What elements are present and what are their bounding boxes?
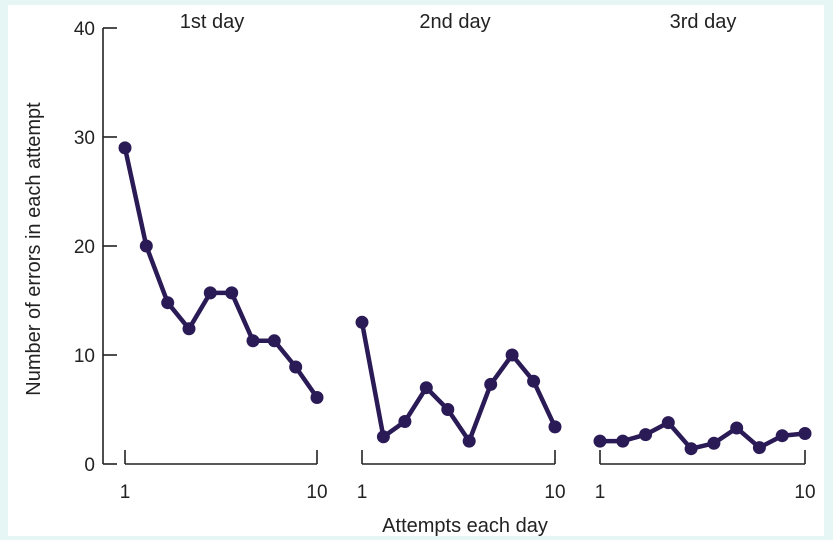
data-point: [419, 381, 433, 395]
data-point: [462, 434, 476, 448]
data-point: [527, 374, 541, 388]
chart-panels: 1st day 1 10 2nd day 1 10 3rd day 1 10: [118, 11, 816, 503]
data-point: [355, 315, 369, 329]
y-tick-label: 40: [74, 19, 95, 40]
data-point: [161, 296, 175, 310]
y-axis: 0 10 20 30 40: [74, 19, 117, 476]
x-tick-label: 10: [306, 482, 327, 503]
panel-2: 2nd day 1 10: [355, 11, 566, 503]
data-point: [593, 434, 607, 448]
data-point: [225, 286, 239, 300]
data-point: [246, 334, 260, 348]
data-point: [398, 415, 412, 428]
data-point: [616, 434, 630, 448]
data-point: [267, 334, 281, 348]
data-point: [684, 442, 698, 456]
series-line: [359, 320, 558, 444]
data-point: [661, 416, 675, 430]
data-point: [139, 239, 153, 253]
y-tick-label: 10: [74, 346, 95, 367]
x-tick-label: 10: [794, 482, 815, 503]
data-point: [441, 403, 455, 416]
data-point: [775, 429, 789, 443]
data-point: [203, 286, 217, 300]
x-tick-label: 10: [544, 482, 565, 503]
x-tick-label: 1: [595, 482, 606, 503]
data-point: [798, 427, 812, 440]
data-point: [639, 428, 653, 442]
data-point: [505, 348, 519, 362]
data-point: [752, 441, 766, 455]
x-axis-label: Attempts each day: [382, 515, 548, 537]
data-point: [730, 421, 744, 435]
x-tick-label: 1: [357, 482, 368, 503]
y-tick-label: 0: [84, 455, 95, 476]
data-point: [182, 322, 196, 336]
y-axis-label: Number of errors in each attempt: [23, 102, 45, 396]
series-line: [597, 420, 808, 451]
data-point: [484, 377, 498, 391]
panel-title: 2nd day: [419, 11, 490, 33]
y-tick-label: 30: [74, 128, 95, 149]
panel-title: 3rd day: [670, 11, 737, 33]
data-point: [289, 360, 303, 374]
series-line: [122, 145, 320, 400]
panel-title: 1st day: [180, 11, 244, 33]
y-tick-label: 20: [74, 237, 95, 258]
panel-1: 1st day 1 10: [118, 11, 328, 503]
panel-3: 3rd day 1 10: [593, 11, 816, 503]
data-point: [548, 420, 562, 434]
data-point: [118, 141, 132, 155]
data-point: [707, 436, 721, 450]
x-tick-label: 1: [120, 482, 131, 503]
data-point: [310, 391, 324, 404]
data-point: [376, 430, 390, 444]
